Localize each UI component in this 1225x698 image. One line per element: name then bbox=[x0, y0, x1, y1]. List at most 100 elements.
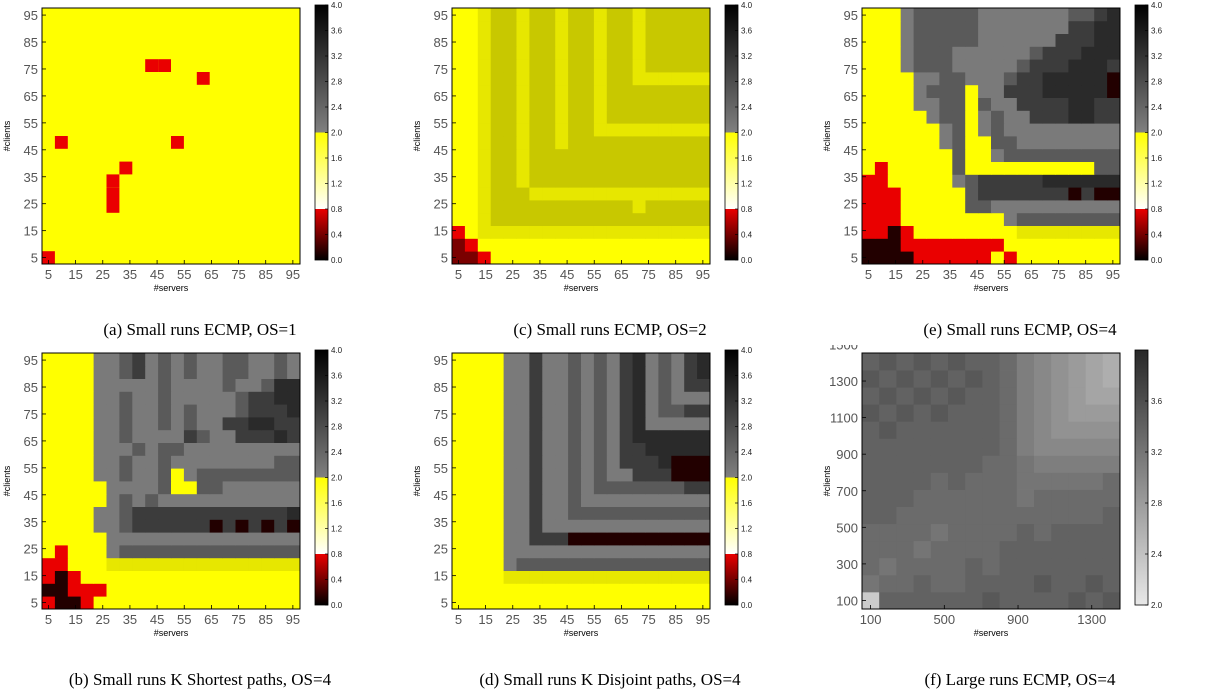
heatmap-cell bbox=[529, 238, 543, 252]
heatmap-c: 5 15 25 35 45 55 65 75 85 955152535455565758595#s… bbox=[412, 1, 753, 293]
y-tick-label: 5 bbox=[441, 251, 448, 266]
heatmap-cell bbox=[658, 519, 672, 533]
heatmap-cell bbox=[93, 161, 107, 175]
x-tick-label: 5 bbox=[455, 612, 462, 627]
heatmap-cell bbox=[965, 84, 979, 98]
heatmap-cell bbox=[658, 557, 672, 571]
heatmap-cell bbox=[991, 8, 1005, 22]
heatmap-cell bbox=[913, 97, 927, 111]
heatmap-cell bbox=[464, 174, 479, 188]
heatmap-cell bbox=[1102, 557, 1121, 576]
heatmap-cell bbox=[632, 187, 646, 201]
heatmap-cell bbox=[171, 365, 185, 379]
heatmap-cell bbox=[106, 212, 120, 226]
x-tick-label: 45 bbox=[560, 267, 574, 282]
y-tick-label: 65 bbox=[24, 89, 38, 104]
heatmap-cell bbox=[645, 84, 659, 98]
heatmap-cell bbox=[900, 110, 914, 124]
heatmap-cell bbox=[119, 33, 133, 47]
heatmap-cell bbox=[581, 391, 595, 405]
heatmap-cell bbox=[145, 353, 159, 367]
heatmap-cell bbox=[900, 251, 914, 265]
heatmap-cell bbox=[235, 33, 249, 47]
heatmap-cell bbox=[503, 46, 517, 60]
heatmap-cell bbox=[529, 123, 543, 137]
heatmap-cell bbox=[132, 136, 146, 150]
heatmap-cell bbox=[1042, 123, 1056, 137]
heatmap-cell bbox=[632, 251, 646, 265]
heatmap-cell bbox=[965, 353, 983, 371]
heatmap-cell bbox=[999, 540, 1018, 559]
heatmap-cell bbox=[1055, 225, 1069, 239]
heatmap-cell bbox=[67, 72, 82, 86]
heatmap-cell bbox=[684, 519, 698, 533]
heatmap-cell bbox=[965, 238, 979, 252]
heatmap-cell bbox=[145, 161, 159, 175]
x-tick-label: 65 bbox=[614, 267, 628, 282]
heatmap-cell bbox=[183, 33, 198, 47]
colorbar-tick-label: 0.8 bbox=[331, 550, 343, 559]
heatmap-cell bbox=[477, 84, 492, 98]
heatmap-cell bbox=[658, 429, 672, 443]
heatmap-cell bbox=[452, 200, 466, 214]
y-tick-label: 75 bbox=[434, 407, 448, 422]
heatmap-cell bbox=[464, 84, 479, 98]
heatmap-cell bbox=[287, 187, 301, 201]
heatmap-cell bbox=[490, 493, 504, 507]
heatmap-cell bbox=[671, 161, 685, 175]
heatmap-cell bbox=[196, 136, 211, 150]
colorbar-band-red bbox=[725, 209, 738, 260]
heatmap-cell bbox=[1055, 238, 1069, 252]
heatmap-cell bbox=[235, 200, 249, 214]
heatmap-cell bbox=[900, 97, 914, 111]
heatmap-cell bbox=[930, 472, 949, 490]
heatmap-cell bbox=[248, 570, 262, 584]
heatmap-cell bbox=[158, 212, 172, 226]
x-tick-label: 25 bbox=[506, 267, 520, 282]
heatmap-cell bbox=[132, 532, 146, 546]
heatmap-cell bbox=[196, 20, 211, 34]
heatmap-cell bbox=[1034, 574, 1052, 593]
colorbar-tick-label: 1.2 bbox=[741, 525, 753, 534]
heatmap-cell bbox=[464, 596, 479, 610]
heatmap-cell bbox=[464, 417, 479, 431]
heatmap-cell bbox=[1003, 174, 1018, 188]
colorbar-tick-label: 1.6 bbox=[741, 154, 753, 163]
heatmap-cell bbox=[999, 438, 1018, 456]
heatmap-cell bbox=[697, 238, 711, 252]
heatmap-cell bbox=[222, 583, 236, 597]
heatmap-cell bbox=[697, 378, 711, 392]
heatmap-cell bbox=[1003, 225, 1018, 239]
heatmap-cell bbox=[581, 33, 595, 47]
y-tick-label: 45 bbox=[434, 488, 448, 503]
heatmap-cell bbox=[274, 212, 288, 226]
heatmap-cell bbox=[287, 391, 301, 405]
heatmap-cell bbox=[1094, 161, 1108, 175]
heatmap-cell bbox=[93, 33, 107, 47]
heatmap-cell bbox=[542, 212, 556, 226]
heatmap-cell bbox=[477, 596, 492, 610]
heatmap-cell bbox=[862, 161, 876, 175]
heatmap-cell bbox=[261, 225, 275, 239]
heatmap-cell bbox=[93, 404, 107, 418]
heatmap-cell bbox=[106, 46, 120, 60]
heatmap-cell bbox=[196, 570, 211, 584]
heatmap-cell bbox=[606, 545, 621, 559]
heatmap-cell bbox=[606, 174, 621, 188]
heatmap-cell bbox=[581, 570, 595, 584]
heatmap-cell bbox=[42, 136, 56, 150]
heatmap-cell bbox=[209, 417, 223, 431]
heatmap-cell bbox=[632, 8, 646, 22]
heatmap-cell bbox=[999, 404, 1018, 422]
heatmap-cell bbox=[119, 200, 133, 214]
heatmap-cell bbox=[1029, 187, 1043, 201]
x-tick-label: 25 bbox=[96, 612, 110, 627]
heatmap-cell bbox=[42, 200, 56, 214]
heatmap-cell bbox=[542, 391, 556, 405]
heatmap-cell bbox=[684, 545, 698, 559]
heatmap-cell bbox=[1085, 557, 1104, 576]
heatmap-cell bbox=[671, 519, 685, 533]
x-tick-label: 75 bbox=[231, 612, 245, 627]
heatmap-cell bbox=[529, 365, 543, 379]
colorbar-tick-label: 3.6 bbox=[331, 372, 343, 381]
